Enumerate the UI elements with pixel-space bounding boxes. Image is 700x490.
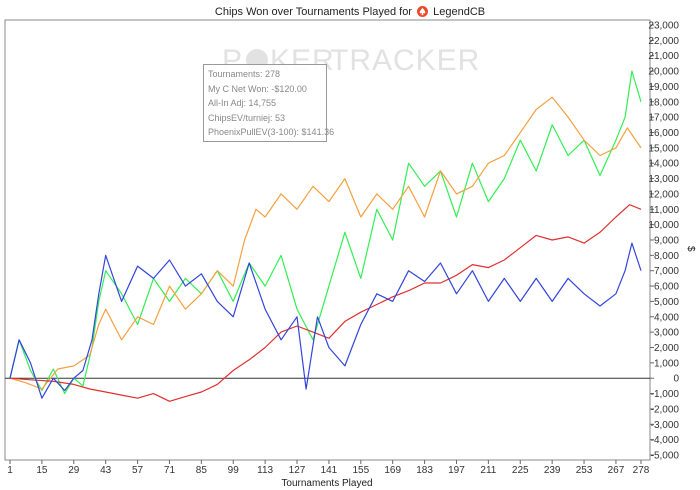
y-tick-label: -3,000 xyxy=(651,420,680,431)
spade-logo-icon xyxy=(417,6,429,20)
y-tick-label: 5,000 xyxy=(654,297,679,308)
x-tick-label: 1 xyxy=(7,465,13,476)
y-tick-label: 0 xyxy=(673,374,679,385)
x-tick-label: 141 xyxy=(321,465,338,476)
x-tick-label: 278 xyxy=(633,465,650,476)
watermark-text-right: TRACKER xyxy=(330,44,480,77)
tooltip-allin-adj: All-In Adj: 14,755 xyxy=(208,98,277,108)
x-tick-label: 99 xyxy=(228,465,240,476)
x-tick-label: 57 xyxy=(132,465,144,476)
y-tick-label: 12,000 xyxy=(648,189,679,200)
chart-title: Chips Won over Tournaments Played for Le… xyxy=(0,6,700,20)
tooltip-net-won: My C Net Won: -$120.00 xyxy=(208,83,307,94)
y-tick-label: 1,000 xyxy=(654,358,679,369)
x-axis: 1 15 29 43 57 71 85 99 113 127 141 155 169 183 197 211 2… xyxy=(7,460,650,476)
y-tick-label: 18,000 xyxy=(648,97,679,108)
x-tick-label: 169 xyxy=(384,465,401,476)
series-line-4 xyxy=(9,242,642,399)
x-tick-label: 85 xyxy=(196,465,208,476)
y-tick-label: 13,000 xyxy=(648,174,679,185)
x-tick-label: 29 xyxy=(68,465,80,476)
y-tick-label: 3,000 xyxy=(654,328,679,339)
x-axis-title: Tournaments Played xyxy=(281,478,372,489)
x-tick-label: 253 xyxy=(576,465,593,476)
x-tick-label: 113 xyxy=(257,465,273,476)
series-line-2 xyxy=(9,96,642,390)
y-axis-title: $ xyxy=(685,246,696,252)
y-tick-label: 17,000 xyxy=(648,113,679,124)
series-line-3 xyxy=(9,204,642,402)
x-tick-label: 43 xyxy=(100,465,112,476)
plot-area xyxy=(4,19,651,461)
player-name: LegendCB xyxy=(433,6,486,18)
y-tick-label: 21,000 xyxy=(648,51,679,62)
x-tick-label: 71 xyxy=(164,465,176,476)
x-tick-label: 211 xyxy=(480,465,496,476)
y-tick-label: -2,000 xyxy=(651,404,680,415)
y-tick-label: 8,000 xyxy=(654,251,679,262)
x-tick-label: 267 xyxy=(608,465,625,476)
y-tick-label: 2,000 xyxy=(654,343,679,354)
x-tick-label: 197 xyxy=(448,465,465,476)
y-tick-label: 9,000 xyxy=(654,236,679,247)
y-tick-label: 19,000 xyxy=(648,82,679,93)
y-tick-label: 16,000 xyxy=(648,128,679,139)
chart-title-text: Chips Won over Tournaments Played for xyxy=(214,6,412,18)
y-tick-label: -4,000 xyxy=(651,435,680,446)
y-tick-label: -5,000 xyxy=(651,451,680,462)
tooltip-phoenix: PhoenixPullEV(3-100): $141.36 xyxy=(208,127,335,137)
y-tick-label: 7,000 xyxy=(654,266,679,277)
x-tick-label: 155 xyxy=(352,465,369,476)
x-tick-label: 127 xyxy=(289,465,306,476)
y-tick-label: 11,000 xyxy=(649,205,679,216)
y-tick-label: 23,000 xyxy=(648,21,679,32)
series-layer xyxy=(9,70,642,402)
y-axis: -5,000 -4,000 -3,000 -2,000 -1,000 0 1,000 2,00… xyxy=(648,21,679,462)
x-tick-label: 183 xyxy=(416,465,433,476)
tooltip-chipsev: ChipsEV/turniej: 53 xyxy=(208,112,286,123)
y-tick-label: 4,000 xyxy=(654,312,679,323)
tooltip: Tournaments: 278 My C Net Won: -$120.00 … xyxy=(203,64,335,142)
y-tick-label: 10,000 xyxy=(648,220,679,231)
tooltip-tournaments: Tournaments: 278 xyxy=(208,69,281,79)
x-tick-label: 239 xyxy=(544,465,561,476)
y-tick-label: -1,000 xyxy=(651,389,680,400)
x-tick-label: 15 xyxy=(36,465,48,476)
y-tick-label: 20,000 xyxy=(648,67,679,78)
y-tick-label: 22,000 xyxy=(648,36,679,47)
series-line-1 xyxy=(9,70,642,395)
x-tick-label: 225 xyxy=(512,465,529,476)
y-tick-label: 6,000 xyxy=(654,282,679,293)
y-tick-label: 14,000 xyxy=(648,159,679,170)
y-tick-label: 15,000 xyxy=(648,143,679,154)
